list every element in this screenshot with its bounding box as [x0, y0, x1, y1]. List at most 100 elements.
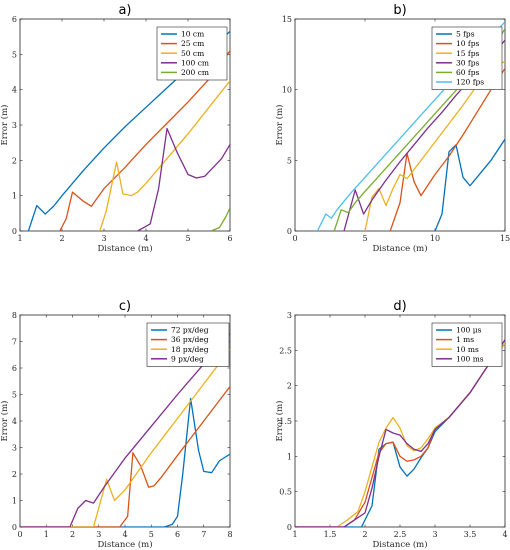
series-line-1 [434, 138, 505, 231]
series-line-4 [295, 339, 505, 527]
x-tick-label: 2 [70, 530, 75, 539]
legend-label: 60 fps [456, 68, 480, 77]
legend-label: 1 ms [456, 335, 474, 344]
y-tick-label: 1 [287, 452, 292, 461]
y-tick-label: 3 [12, 121, 17, 130]
y-axis-label: Error (m) [274, 105, 285, 146]
x-tick-label: 4 [122, 530, 127, 539]
y-tick-label: 10 [282, 86, 292, 95]
x-tick-label: 7 [201, 530, 206, 539]
series-line-4 [20, 333, 230, 527]
y-tick-label: 6 [12, 15, 17, 24]
legend-label: 30 fps [456, 58, 480, 67]
x-axis-label: Distance (m) [372, 243, 427, 254]
y-axis-label: Error (m) [0, 105, 10, 146]
legend-label: 10 ms [456, 345, 479, 354]
legend-label: 120 fps [456, 78, 484, 87]
series-line-3 [20, 349, 230, 527]
axes-frame [294, 18, 506, 232]
panel-title: c) [119, 299, 131, 314]
y-tick-label: 2.5 [279, 346, 292, 355]
legend-label: 36 px/deg [171, 335, 209, 344]
legend-label: 10 cm [181, 30, 204, 39]
y-tick-label: 2 [12, 470, 17, 479]
y-axis-label: Error (m) [0, 401, 10, 442]
series-line-2 [389, 68, 505, 231]
legend-label: 5 fps [456, 30, 475, 39]
y-tick-label: 7 [12, 338, 17, 347]
x-tick-label: 0 [292, 234, 297, 243]
series-line-2 [59, 50, 230, 231]
legend-label: 18 px/deg [171, 345, 209, 354]
panel-c: 0 1 2 3 4 5 6 7 8 0 1 2 3 4 5 6 7 8 c) Distance (m) Error (m… [0, 299, 233, 550]
panel-title: b) [393, 3, 406, 18]
legend-label: 72 px/deg [171, 326, 209, 335]
y-tick-label: 1 [12, 497, 17, 506]
y-tick-label: 0.5 [279, 488, 292, 497]
legend-label: 50 cm [181, 49, 204, 58]
x-tick-label: 3 [96, 530, 101, 539]
panel-title: d) [393, 299, 406, 314]
x-tick-label: 4 [143, 234, 148, 243]
legend-label: 100 ms [456, 354, 484, 363]
y-tick-label: 3 [287, 311, 292, 320]
legend-label: 10 fps [456, 39, 480, 48]
x-axis-label: Distance (m) [97, 243, 152, 254]
x-tick-label: 15 [500, 234, 510, 243]
y-tick-label: 0 [12, 227, 17, 236]
x-tick-label: 5 [362, 234, 367, 243]
y-tick-label: 0 [287, 227, 292, 236]
y-axis-label: Error (m) [274, 401, 285, 442]
y-tick-label: 5 [287, 156, 292, 165]
x-tick-label: 5 [149, 530, 154, 539]
x-tick-label: 3 [101, 234, 106, 243]
y-tick-label: 4 [12, 417, 17, 426]
legend-label: 9 px/deg [171, 354, 204, 363]
y-tick-label: 8 [12, 311, 17, 320]
y-tick-label: 6 [12, 364, 17, 373]
x-tick-label: 8 [227, 530, 232, 539]
y-tick-label: 0 [12, 523, 17, 532]
x-tick-label: 6 [175, 530, 180, 539]
series-line-2 [20, 386, 230, 527]
y-tick-label: 4 [12, 86, 17, 95]
x-tick-label: 2 [362, 530, 367, 539]
x-tick-label: 2.5 [394, 530, 407, 539]
x-tick-label: 5 [185, 234, 190, 243]
series-line-1 [20, 397, 230, 527]
x-tick-label: 1 [17, 234, 22, 243]
series-line-5 [210, 207, 230, 231]
y-tick-label: 5 [12, 50, 17, 59]
x-tick-label: 6 [227, 234, 232, 243]
y-tick-label: 15 [282, 15, 292, 24]
x-tick-label: 4 [502, 530, 507, 539]
panel-b: 0 5 10 15 0 5 10 15 b) Distance (m) Error (m) 5 fps… [274, 3, 510, 254]
legend-label: 100 cm [181, 58, 209, 67]
x-tick-label: 1.5 [324, 530, 337, 539]
x-tick-label: 3 [432, 530, 437, 539]
y-tick-label: 3 [12, 444, 17, 453]
y-tick-label: 5 [12, 391, 17, 400]
x-tick-label: 0 [17, 530, 22, 539]
y-tick-label: 1.5 [279, 417, 292, 426]
series-line-4 [137, 127, 230, 231]
y-tick-label: 1 [12, 192, 17, 201]
x-tick-label: 2 [59, 234, 64, 243]
y-tick-label: 0 [287, 523, 292, 532]
x-tick-label: 1 [292, 530, 297, 539]
legend-label: 25 cm [181, 39, 204, 48]
y-tick-label: 2 [287, 382, 292, 391]
legend-box [431, 26, 503, 90]
x-tick-label: 3.5 [464, 530, 477, 539]
x-axis-label: Distance (m) [372, 539, 427, 550]
legend-label: 15 fps [456, 49, 480, 58]
panel-title: a) [118, 3, 131, 18]
x-tick-label: 1 [44, 530, 49, 539]
